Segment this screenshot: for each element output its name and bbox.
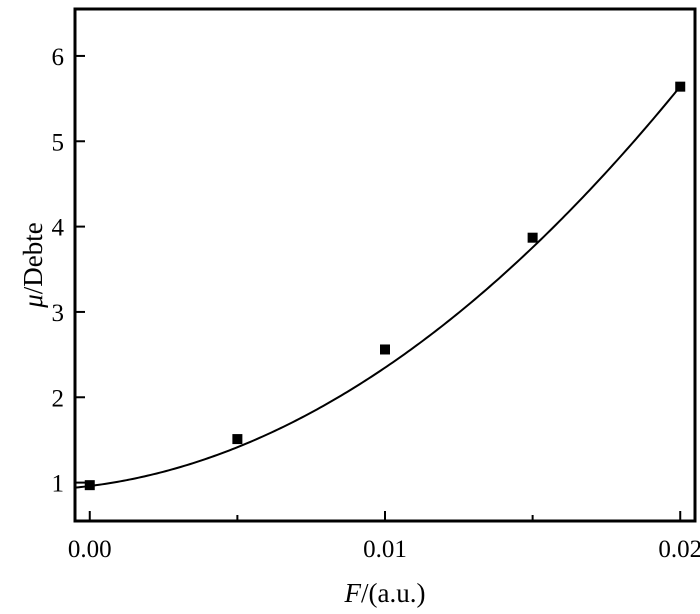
plot-frame	[73, 7, 697, 523]
data-points	[84, 81, 686, 491]
x-axis-label: F/(a.u.)	[344, 578, 426, 608]
fit-curve	[74, 85, 682, 489]
y-axis-ticks: 1 2 3 4 5 6	[52, 44, 85, 498]
x-tick-label: 0.02	[658, 536, 700, 563]
y-tick-label: 1	[52, 471, 65, 498]
y-axis-label: μ/Debte	[18, 222, 48, 309]
data-point	[675, 81, 686, 92]
x-tick-label: 0.01	[363, 536, 407, 563]
y-tick-label: 4	[52, 215, 65, 242]
data-point	[380, 344, 390, 355]
y-tick-label: 5	[52, 129, 65, 156]
x-axis-ticks: 0.00 0.01 0.02	[68, 511, 700, 563]
y-tick-label: 2	[52, 385, 65, 412]
data-point	[527, 232, 538, 243]
x-tick-label: 0.00	[68, 536, 112, 563]
data-point	[232, 434, 243, 445]
data-point	[84, 480, 95, 491]
y-tick-label: 3	[52, 300, 65, 327]
y-tick-label: 6	[52, 44, 65, 71]
